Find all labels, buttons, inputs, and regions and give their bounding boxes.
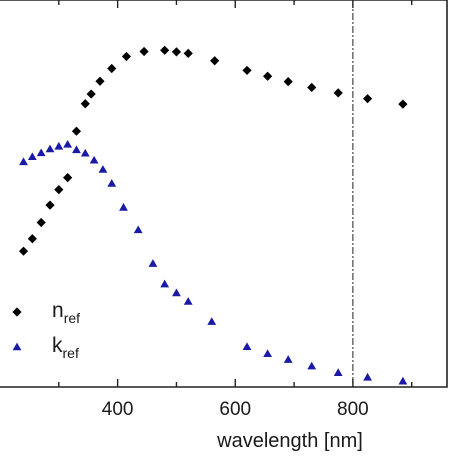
data-point-k-7 <box>80 148 90 157</box>
data-point-k-13 <box>148 259 158 267</box>
data-point-k-22 <box>333 368 343 376</box>
x-axis-label: wavelength [nm] <box>216 430 363 452</box>
data-point-k-0 <box>19 157 28 166</box>
data-point-k-24 <box>398 376 408 385</box>
data-point-n-13 <box>160 45 170 55</box>
data-point-n-20 <box>307 82 317 93</box>
x-tick-label-400: 400 <box>102 399 134 420</box>
x-tick-label-800: 800 <box>337 399 369 420</box>
data-point-k-17 <box>207 317 217 325</box>
data-point-k-3 <box>45 144 55 153</box>
data-point-k-8 <box>89 155 99 164</box>
data-point-k-12 <box>133 225 143 234</box>
data-point-k-23 <box>363 372 372 381</box>
data-point-k-16 <box>183 297 193 305</box>
legend-label-k-main: k <box>52 334 63 357</box>
series-k-ref <box>19 139 408 385</box>
data-point-n-17 <box>242 65 252 76</box>
legend-label-k: kref <box>52 334 79 361</box>
data-point-k-11 <box>119 203 128 211</box>
series-n-ref <box>18 45 408 256</box>
data-point-n-3 <box>45 200 55 210</box>
data-point-k-4 <box>54 141 64 150</box>
plot-frame <box>0 0 448 388</box>
data-point-n-15 <box>183 48 193 59</box>
data-point-k-5 <box>63 139 73 148</box>
data-marks-layer <box>18 45 408 385</box>
data-point-n-16 <box>210 56 220 66</box>
legend-marker-k <box>12 342 22 351</box>
legend-entry-n: nref <box>12 299 80 326</box>
data-point-n-7 <box>80 99 90 109</box>
data-point-k-10 <box>107 179 117 187</box>
data-point-n-6 <box>71 126 82 136</box>
data-point-k-6 <box>72 145 81 154</box>
data-point-n-23 <box>398 99 408 109</box>
data-point-k-1 <box>27 152 37 161</box>
legend-entry-k: kref <box>12 334 79 361</box>
legend-label-n: nref <box>52 299 80 326</box>
legend-label-n-main: n <box>52 299 64 322</box>
data-point-n-22 <box>362 94 373 104</box>
data-point-k-18 <box>242 342 252 351</box>
legend-label-n-subscript: ref <box>64 310 80 326</box>
data-point-k-21 <box>307 361 317 370</box>
data-point-n-10 <box>107 63 117 74</box>
data-point-n-1 <box>27 234 37 244</box>
data-point-n-21 <box>333 88 343 98</box>
data-point-n-0 <box>18 246 29 256</box>
data-point-n-5 <box>63 173 73 183</box>
data-point-k-19 <box>263 349 273 358</box>
data-point-n-8 <box>86 89 96 99</box>
data-point-n-12 <box>139 46 149 57</box>
data-point-k-15 <box>172 288 181 297</box>
data-point-n-2 <box>36 217 46 228</box>
data-point-n-11 <box>121 51 132 62</box>
data-point-n-19 <box>283 77 293 87</box>
ticks-layer: 400 600 800 <box>58 0 413 420</box>
x-tick-label-600: 600 <box>219 399 251 420</box>
legend-marker-n <box>12 307 22 317</box>
data-point-k-9 <box>98 165 108 173</box>
axes-layer <box>0 0 448 388</box>
data-point-k-14 <box>160 279 170 288</box>
data-point-n-4 <box>54 185 64 195</box>
data-point-k-20 <box>283 355 293 363</box>
data-point-n-9 <box>95 76 105 86</box>
legend-label-k-subscript: ref <box>63 345 79 361</box>
data-point-n-14 <box>171 47 182 57</box>
data-point-n-18 <box>263 71 273 81</box>
data-point-k-2 <box>36 148 46 157</box>
